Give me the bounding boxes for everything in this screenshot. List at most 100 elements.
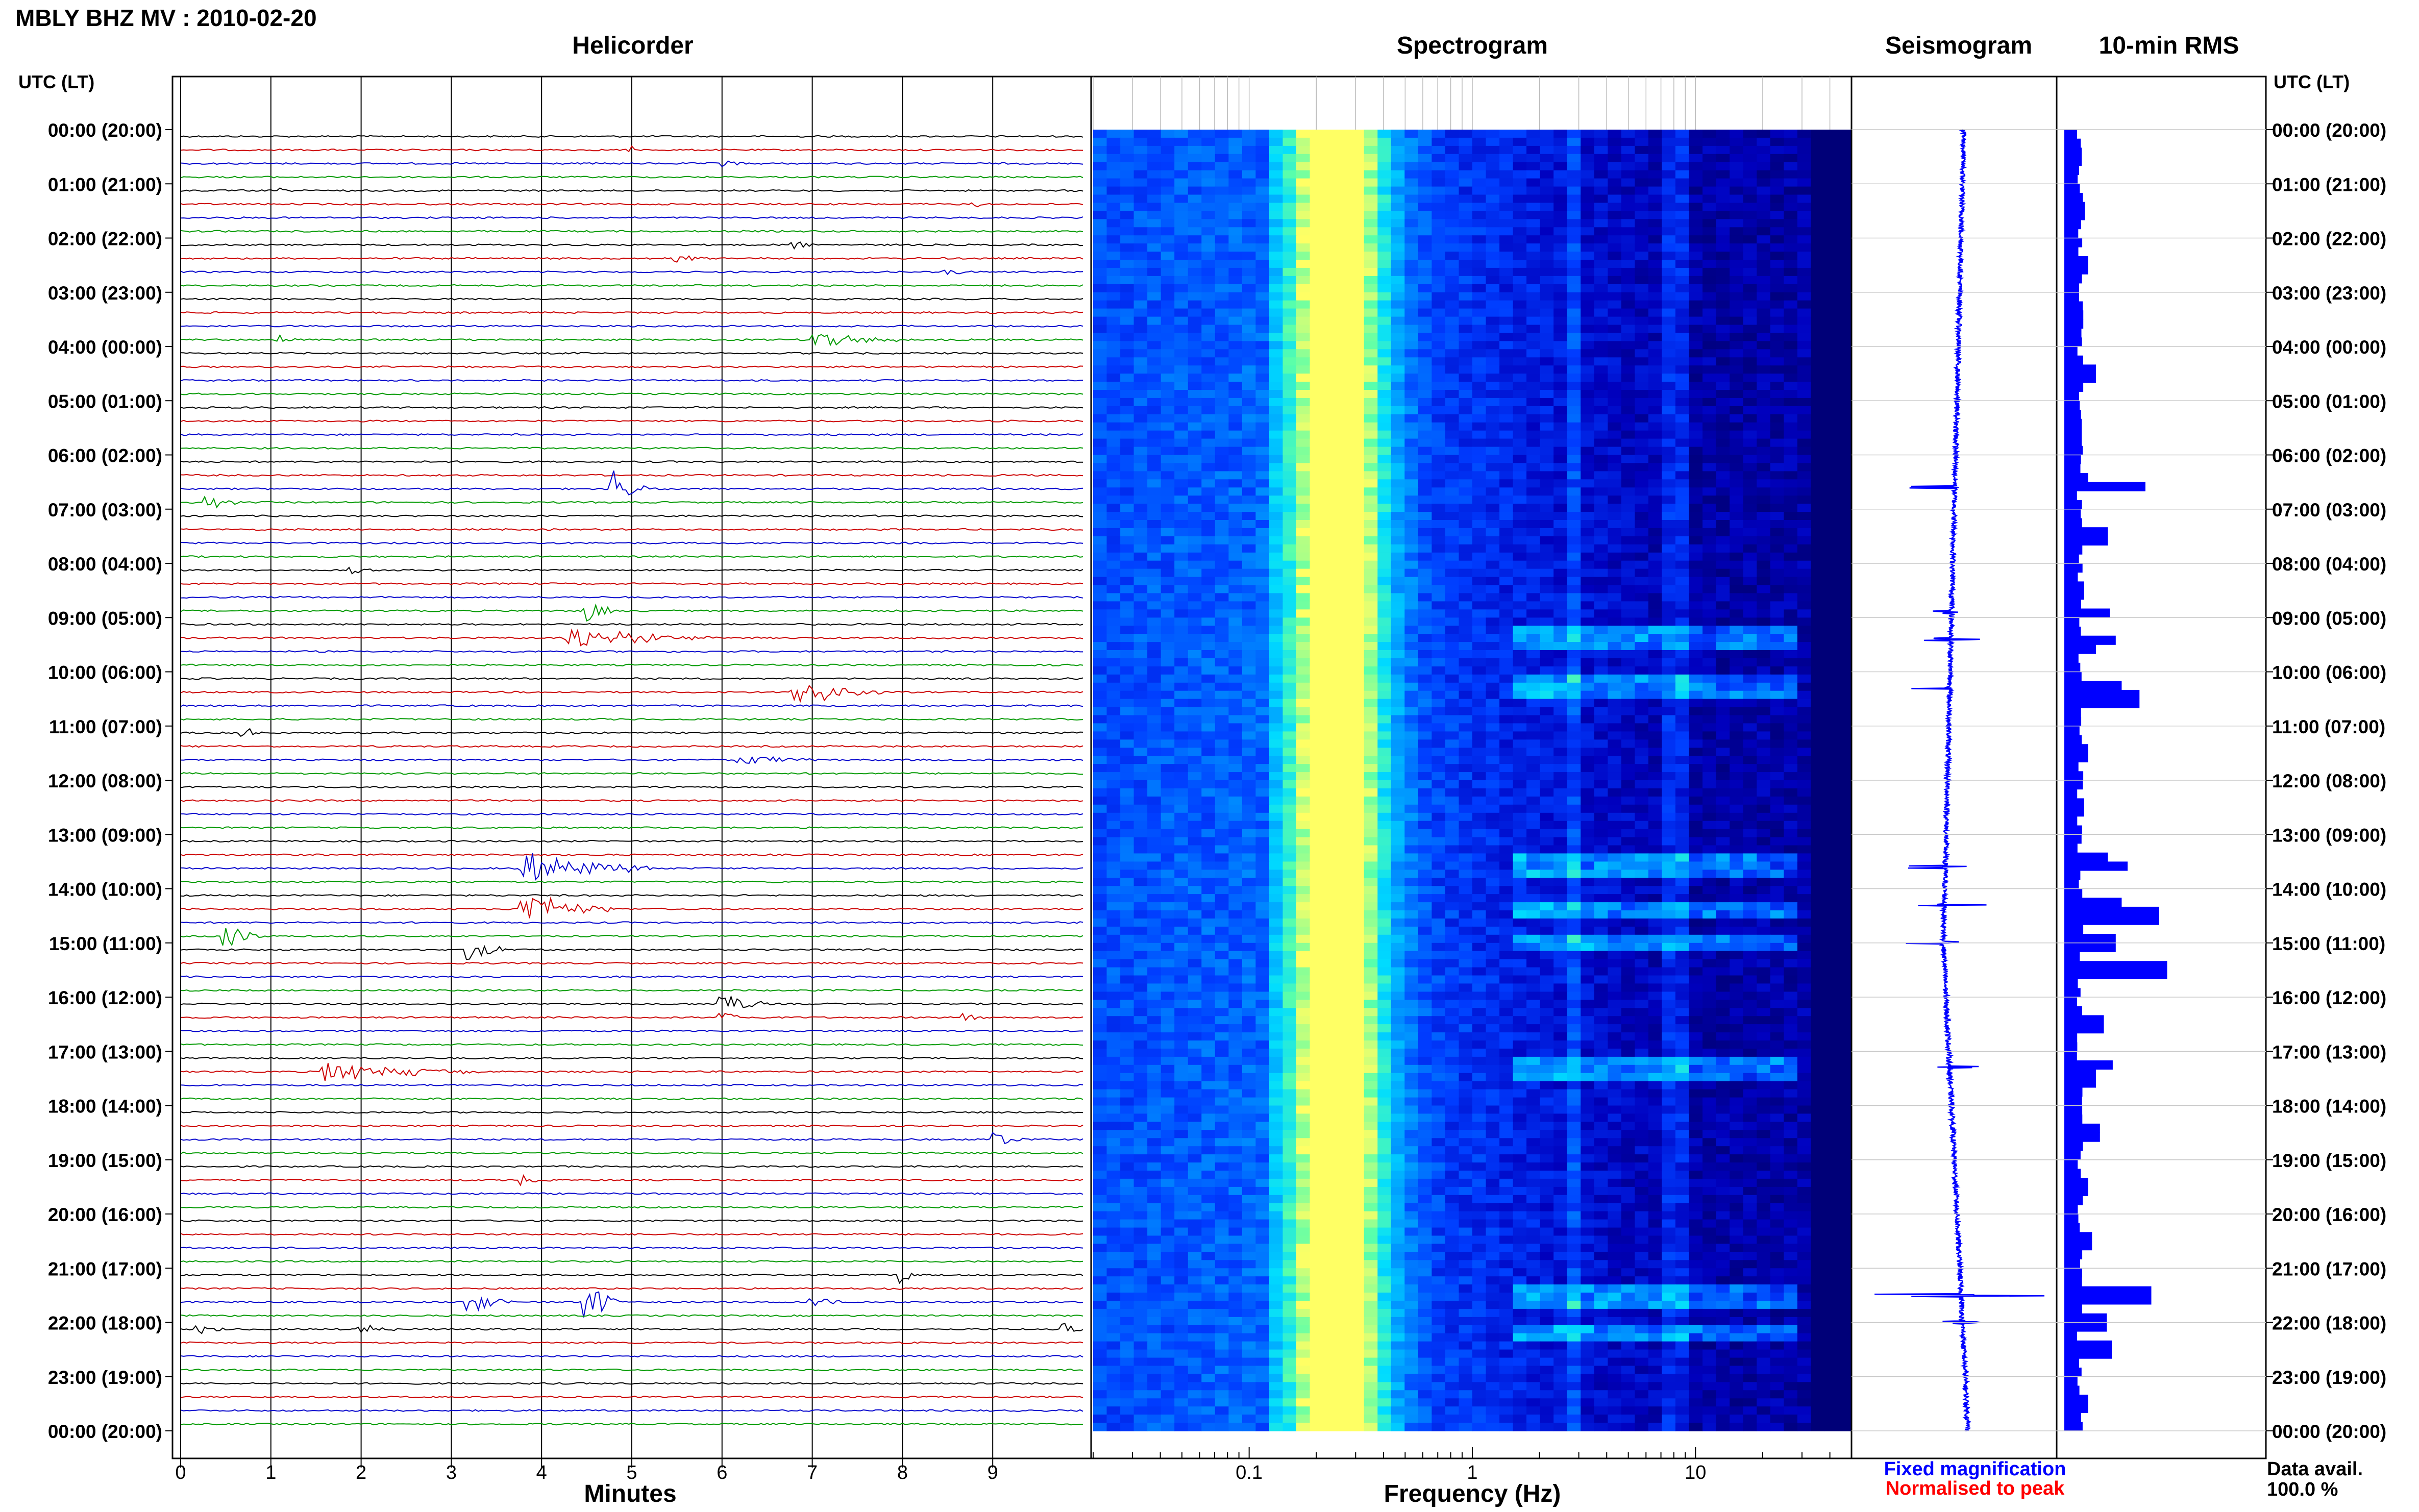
- spectrogram-cell: [1161, 609, 1175, 618]
- spectrogram-cell: [1635, 154, 1649, 163]
- spectrogram-cell: [1526, 674, 1541, 683]
- spectrogram-cell: [1581, 821, 1595, 830]
- spectrogram-cell: [1648, 316, 1663, 326]
- spectrogram-cell: [1770, 252, 1785, 260]
- spectrogram-cell: [1201, 634, 1216, 642]
- spectrogram-cell: [1608, 276, 1622, 285]
- spectrogram-cell: [1635, 577, 1649, 586]
- spectrogram-cell: [1323, 186, 1338, 195]
- spectrogram-cell: [1323, 422, 1338, 431]
- spectrogram-cell: [1242, 333, 1256, 342]
- spectrogram-cell: [1662, 130, 1676, 138]
- spectrogram-cell: [1133, 162, 1148, 171]
- spectrogram-cell: [1323, 438, 1338, 448]
- spectrogram-cell: [1594, 422, 1609, 431]
- spectrogram-cell: [1553, 756, 1568, 764]
- spectrogram-cell: [1675, 137, 1690, 146]
- spectrogram-cell: [1364, 756, 1378, 764]
- spectrogram-cell: [1621, 577, 1636, 586]
- spectrogram-cell: [1445, 512, 1460, 520]
- spectrogram-cell: [1716, 674, 1730, 683]
- spectrogram-cell: [1282, 341, 1297, 350]
- spectrogram-cell: [1133, 243, 1148, 252]
- spectrogram-cell: [1174, 658, 1189, 667]
- spectrogram-cell: [1526, 577, 1541, 586]
- spectrogram-cell: [1350, 154, 1365, 163]
- spectrogram-cell: [1567, 137, 1582, 146]
- spectrogram-cell: [1404, 267, 1419, 277]
- spectrogram-cell: [1106, 568, 1121, 578]
- spectrogram-cell: [1174, 568, 1189, 578]
- spectrogram-cell: [1310, 601, 1324, 610]
- spectrogram-cell: [1377, 390, 1392, 399]
- spectrogram-cell: [1404, 414, 1419, 423]
- spectrogram-cell: [1120, 601, 1134, 610]
- spectrogram-cell: [1838, 284, 1852, 293]
- spectrogram-cell: [1255, 235, 1270, 244]
- spectrogram-cell: [1621, 276, 1636, 285]
- spectrogram-cell: [1093, 316, 1107, 326]
- spectrogram-cell: [1608, 145, 1622, 155]
- spectrogram-cell: [1201, 528, 1216, 537]
- spectrogram-cell: [1133, 568, 1148, 578]
- spectrogram-cell: [1255, 374, 1270, 382]
- spectrogram-cell: [1418, 821, 1433, 830]
- spectrogram-cell: [1404, 495, 1419, 504]
- spectrogram-cell: [1540, 520, 1554, 529]
- spectrogram-cell: [1621, 422, 1636, 431]
- spectrogram-cell: [1282, 593, 1297, 602]
- spectrogram-cell: [1730, 349, 1744, 358]
- spectrogram-cell: [1526, 739, 1541, 748]
- spectrogram-cell: [1201, 829, 1216, 838]
- spectrogram-cell: [1282, 267, 1297, 277]
- spectrogram-cell: [1215, 194, 1229, 204]
- spectrogram-cell: [1838, 455, 1852, 464]
- spectrogram-cell: [1811, 438, 1825, 448]
- spectrogram-cell: [1418, 145, 1433, 155]
- spectrogram-cell: [1242, 398, 1256, 407]
- spectrogram-cell: [1553, 325, 1568, 334]
- spectrogram-cell: [1730, 634, 1744, 642]
- spectrogram-cell: [1337, 772, 1351, 781]
- spectrogram-cell: [1608, 130, 1622, 138]
- spectrogram-cell: [1459, 577, 1473, 586]
- spectrogram-cell: [1431, 252, 1446, 260]
- spectrogram-cell: [1472, 617, 1487, 626]
- spectrogram-cell: [1106, 243, 1121, 252]
- spectrogram-cell: [1120, 544, 1134, 553]
- spectrogram-cell: [1621, 235, 1636, 244]
- spectrogram-cell: [1147, 617, 1162, 626]
- spectrogram-cell: [1296, 422, 1311, 431]
- spectrogram-cell: [1323, 284, 1338, 293]
- spectrogram-cell: [1513, 658, 1527, 667]
- spectrogram-cell: [1689, 772, 1703, 781]
- spectrogram-cell: [1269, 520, 1283, 529]
- spectrogram-cell: [1337, 690, 1351, 700]
- helicorder-trace-81: [180, 1233, 1083, 1236]
- spectrogram-cell: [1255, 593, 1270, 602]
- spectrogram-cell: [1811, 796, 1825, 805]
- spectrogram-cell: [1147, 487, 1162, 496]
- spectrogram-cell: [1797, 406, 1812, 415]
- spectrogram-cell: [1824, 170, 1839, 179]
- spectrogram-cell: [1472, 642, 1487, 651]
- spectrogram-cell: [1838, 731, 1852, 740]
- spectrogram-cell: [1147, 145, 1162, 155]
- spectrogram-cell: [1486, 512, 1500, 520]
- spectrogram-cell: [1824, 568, 1839, 578]
- spectrogram-cell: [1716, 300, 1730, 309]
- spectrogram-cell: [1255, 463, 1270, 472]
- spectrogram-cell: [1608, 642, 1622, 651]
- spectrogram-cell: [1133, 308, 1148, 317]
- spectrogram-cell: [1540, 463, 1554, 472]
- spectrogram-cell: [1431, 626, 1446, 634]
- spectrogram-cell: [1174, 267, 1189, 277]
- spectrogram-cell: [1282, 739, 1297, 748]
- spectrogram-cell: [1513, 194, 1527, 204]
- spectrogram-cell: [1431, 357, 1446, 366]
- spectrogram-cell: [1161, 650, 1175, 659]
- spectrogram-cell: [1350, 568, 1365, 578]
- spectrogram-cell: [1513, 300, 1527, 309]
- spectrogram-cell: [1770, 495, 1785, 504]
